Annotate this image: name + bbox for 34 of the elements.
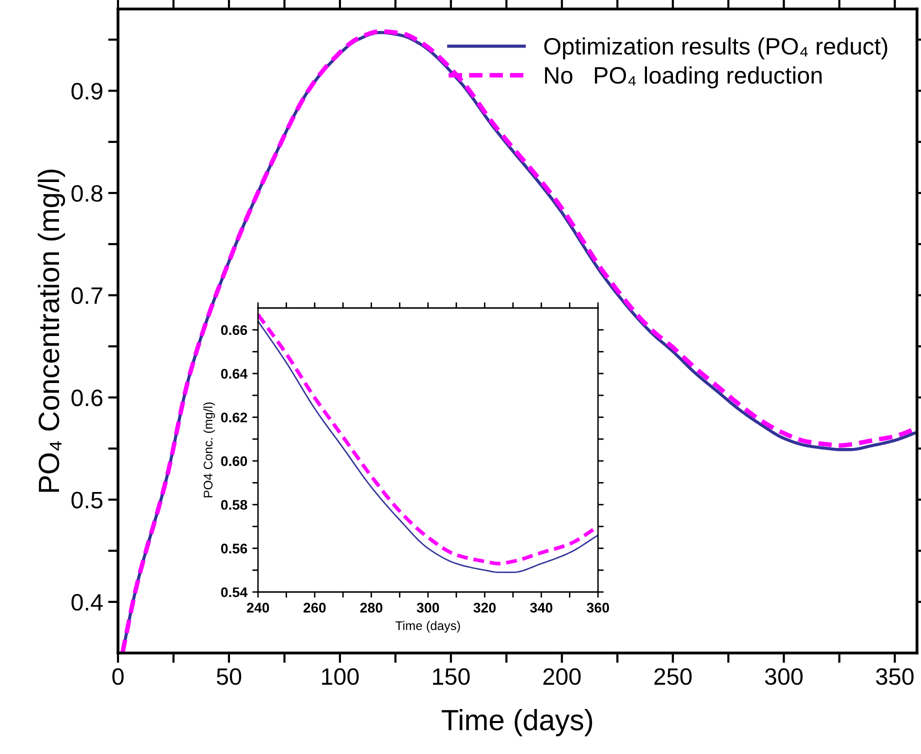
x-tick-label: 260 (304, 602, 326, 613)
x-tick-label: 280 (360, 602, 382, 613)
y-tick-label: 0.60 (221, 456, 248, 466)
x-axis-title: Time (days) (396, 620, 460, 633)
y-tick-label: 0.58 (221, 500, 248, 510)
x-tick-label: 300 (416, 602, 440, 613)
y-axis-title: PO4 Conc. (mg/l) (203, 402, 215, 498)
x-tick-label: 250 (654, 668, 692, 685)
x-tick-label: 0 (112, 668, 124, 685)
x-tick-label: 340 (530, 602, 552, 613)
x-axis-title: Time (days) (442, 709, 592, 736)
y-tick-label: 0.6 (72, 390, 102, 406)
y-tick-label: 0.9 (72, 82, 102, 100)
y-tick-label: 0.8 (72, 185, 102, 202)
x-tick-label: 360 (586, 602, 610, 613)
y-tick-label: 0.56 (221, 544, 248, 554)
legend-label: Optimization results (PO₄ reduct) (544, 37, 888, 60)
x-tick-label: 320 (473, 602, 496, 613)
y-tick-label: 0.4 (72, 594, 103, 611)
y-tick-label: 0.64 (221, 368, 248, 379)
y-tick-label: 0.62 (221, 412, 248, 422)
y-axis-title: PO₄ Concentration (mg/l) (38, 170, 66, 492)
x-tick-label: 300 (765, 668, 803, 685)
y-tick-label: 0.5 (72, 492, 102, 508)
x-tick-label: 200 (543, 668, 581, 685)
x-tick-label: 50 (216, 668, 242, 685)
x-tick-label: 240 (246, 602, 270, 613)
x-tick-label: 150 (433, 668, 470, 685)
y-tick-label: 0.66 (221, 325, 248, 336)
x-tick-label: 100 (322, 668, 359, 685)
y-tick-label: 0.7 (72, 287, 102, 304)
y-tick-label: 0.54 (221, 587, 248, 598)
legend-label: No PO₄ loading reduction (545, 66, 822, 88)
x-tick-label: 350 (876, 668, 914, 685)
